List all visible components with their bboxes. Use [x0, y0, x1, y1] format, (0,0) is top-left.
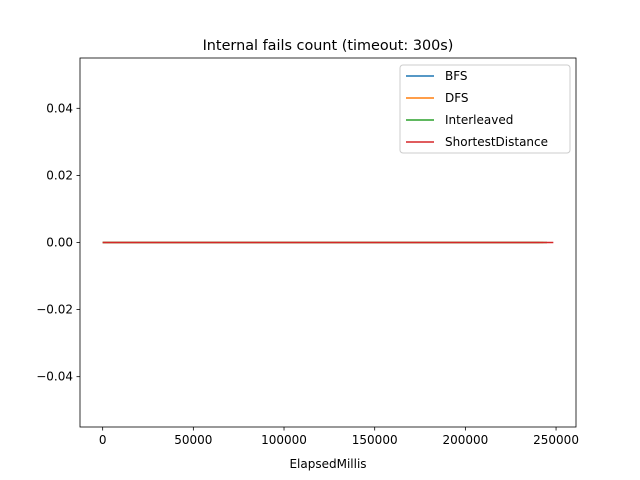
x-tick-label: 200000 [442, 433, 488, 447]
y-tick-label: 0.04 [46, 101, 73, 115]
x-axis-label: ElapsedMillis [289, 457, 366, 471]
y-tick-label: −0.04 [36, 370, 73, 384]
x-tick-label: 50000 [174, 433, 212, 447]
x-tick-label: 150000 [352, 433, 398, 447]
legend-label-0: BFS [445, 69, 468, 83]
legend-label-3: ShortestDistance [445, 135, 548, 149]
x-tick-label: 100000 [261, 433, 307, 447]
legend-frame [399, 64, 571, 154]
y-axis: −0.04 −0.02 0.00 0.02 0.04 [36, 101, 80, 384]
x-tick-label: 0 [99, 433, 107, 447]
y-tick-label: 0.02 [46, 168, 73, 182]
x-tick-label: 250000 [533, 433, 579, 447]
y-tick-label: 0.00 [46, 236, 73, 250]
legend-label-2: Interleaved [445, 113, 513, 127]
legend-label-1: DFS [445, 91, 469, 105]
y-tick-label: −0.02 [36, 303, 73, 317]
chart-title: Internal fails count (timeout: 300s) [203, 38, 454, 54]
legend: BFS DFS Interleaved ShortestDistance [399, 64, 571, 154]
x-axis: 0 50000 100000 150000 200000 250000 [99, 427, 579, 447]
